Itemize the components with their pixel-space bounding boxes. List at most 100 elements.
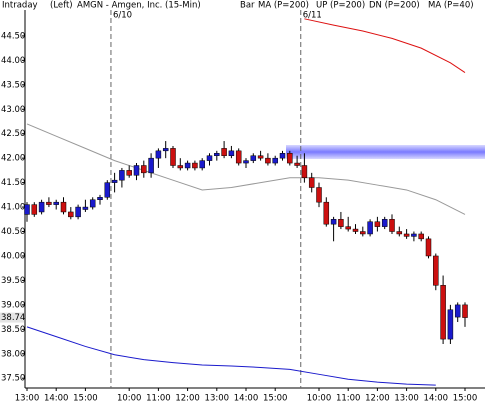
candle-body [38,201,45,213]
x-tick-label: 14:00 [234,394,259,404]
candle-body [141,165,147,174]
candle-body [53,201,59,205]
candle-body [265,157,271,164]
candle-body [206,155,213,161]
candle-body [221,148,227,156]
x-tick-label: 14:00 [424,394,449,404]
candle-body [338,219,344,227]
y-tick-label: 38.00 [1,349,25,359]
candle-body [192,162,198,169]
legend-entry: DN (P=200) [369,1,420,11]
header-style: Bar [240,1,255,11]
candle-body [447,309,454,340]
candle-body [250,155,257,161]
legend-entry: MA (P=40) [428,1,474,11]
y-tick-label: 39.00 [1,300,25,310]
x-tick-label: 15:00 [263,394,288,404]
candle-body [104,182,111,198]
y-tick-label: 42.00 [1,154,25,164]
candle-body [403,233,410,237]
candle-body [360,231,366,235]
x-tick-label: 13:00 [394,394,419,404]
candle-body [323,201,330,225]
x-tick-label: 14:00 [44,394,69,404]
candle-body [440,285,446,340]
candle-body [454,304,461,318]
candle-body [60,201,67,213]
x-tick-label: 11:00 [146,394,171,404]
candle-body [111,179,118,183]
candle-body [330,219,337,225]
x-tick-label: 13:00 [205,394,230,404]
candle-body [381,219,388,227]
candle-body [228,150,235,156]
candle-body [287,153,293,164]
indicator-line [26,123,466,215]
candle-body [97,197,103,200]
candle-body [24,204,30,215]
legend-entry: UP (P=200) [316,1,365,11]
indicator-line [304,18,466,74]
header-mode: Intraday [2,1,38,11]
x-tick-label: 12:00 [175,394,200,404]
candle-body [308,177,315,188]
candle-body [133,165,140,176]
candle-body [294,162,300,166]
candle-body [389,219,395,232]
candle-body [433,255,439,286]
price-band [286,145,485,159]
y-tick-label: 40.00 [1,251,25,261]
y-tick-label: 40.50 [1,227,25,237]
last-price-box [0,312,24,323]
candle-body [425,238,432,257]
y-tick-label: 37.50 [1,374,25,384]
candle-body [396,231,403,235]
candle-body [199,160,205,169]
x-tick-label: 15:00 [453,394,478,404]
y-tick-label: 42.50 [1,129,25,139]
candle-body [257,155,264,159]
candle-body [68,211,74,218]
candle-body [279,153,286,159]
candle-body [177,165,184,169]
candle-body [352,228,359,232]
day-label: 6/11 [303,11,322,21]
candle-body [170,148,176,166]
candle-body [119,170,125,181]
y-tick-label: 41.50 [1,178,25,188]
x-tick-label: 11:00 [336,394,361,404]
candle-body [243,160,249,164]
candle-body [316,187,322,203]
x-tick-label: 12:00 [365,394,390,404]
candle-body [162,148,169,152]
last-price-label: 38.74 [1,313,25,323]
candle-body [462,304,468,318]
candle-body [46,201,52,205]
header-side: (Left) [50,1,73,11]
y-tick-label: 43.00 [1,105,25,115]
legend-entry: MA (P=200) [258,1,309,11]
candle-body [345,226,351,230]
candle-body [214,153,220,156]
candle-body [184,162,191,169]
day-label: 6/10 [113,11,132,21]
y-tick-label: 44.00 [1,56,25,66]
y-tick-label: 38.50 [1,325,25,335]
candle-body [272,157,278,164]
chart-title: AMGN - Amgen, Inc. (15-Min) [77,1,201,11]
candle-body [75,206,81,218]
candle-body [301,165,308,178]
candle-body [411,233,417,237]
candle-body [235,150,242,164]
candle-body [31,204,38,215]
indicator-line [26,326,436,386]
candle-body [155,150,162,159]
x-tick-label: 10:00 [117,394,142,404]
candle-body [82,206,89,210]
y-tick-label: 39.50 [1,276,25,286]
candle-body [418,233,424,240]
y-tick-label: 44.50 [1,31,25,41]
candle-body [126,170,132,176]
